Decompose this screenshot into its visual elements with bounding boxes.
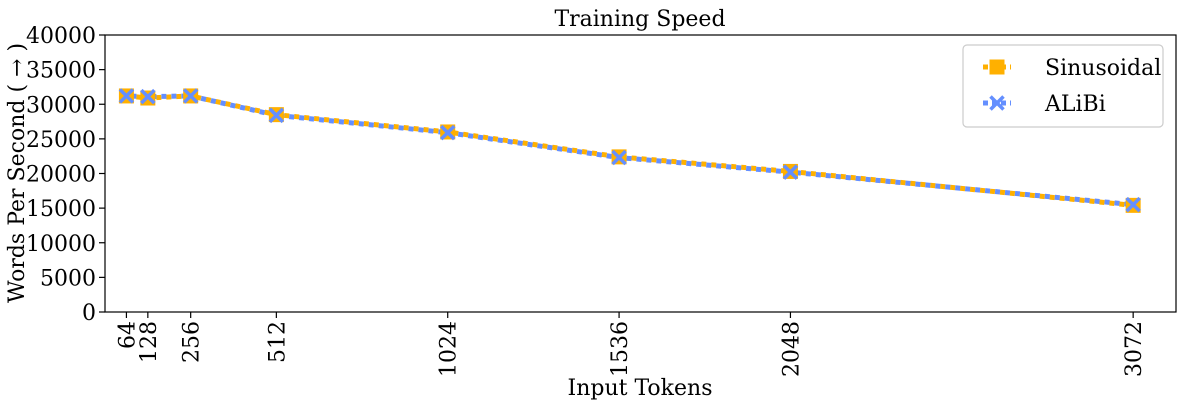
legend-label-sinusoidal: Sinusoidal [1045, 56, 1161, 81]
x-tick-label: 3072 [1122, 321, 1147, 377]
y-tick-label: 25000 [26, 128, 96, 153]
y-tick-label: 20000 [26, 163, 96, 188]
data-point-alibi [782, 164, 799, 180]
x-tick-label: 256 [180, 321, 205, 363]
x-tick-label: 1536 [608, 321, 633, 377]
y-tick-label: 40000 [26, 24, 96, 49]
legend-marker-alibi [989, 95, 1005, 111]
series-line-sinusoidal [126, 93, 1134, 208]
chart-title: Training Speed [554, 7, 725, 32]
x-tick-label: 512 [265, 321, 290, 363]
legend-marker-sinusoidal [989, 59, 1005, 75]
data-point-alibi [182, 88, 199, 104]
x-axis-label: Input Tokens [568, 376, 713, 401]
y-tick-label: 10000 [26, 232, 96, 257]
plot-area: 0 5000 10000 15000 20000 25000 30000 35000 40000… [26, 24, 1177, 377]
y-tick-label: 5000 [40, 266, 96, 291]
y-tick-label: 0 [82, 301, 96, 326]
data-point-alibi [118, 88, 135, 104]
data-point-alibi [1125, 196, 1141, 213]
x-tick-label: 128 [137, 321, 162, 363]
legend: Sinusoidal ALiBi [962, 44, 1164, 128]
y-tick-label: 30000 [26, 93, 96, 118]
x-tick-label: 1024 [437, 321, 462, 377]
data-point-alibi [268, 107, 285, 124]
x-tick-label: 64 [115, 321, 140, 349]
y-tick-label: 35000 [26, 59, 96, 84]
y-tick-label: 15000 [26, 197, 96, 222]
legend-label-alibi: ALiBi [1044, 92, 1106, 117]
x-tick-label: 2048 [779, 321, 804, 377]
data-point-alibi [439, 124, 456, 141]
y-axis-label: Words Per Second ( → ) [5, 43, 30, 303]
legend-box [962, 44, 1164, 128]
data-point-alibi [140, 88, 156, 105]
data-point-alibi [611, 149, 627, 166]
